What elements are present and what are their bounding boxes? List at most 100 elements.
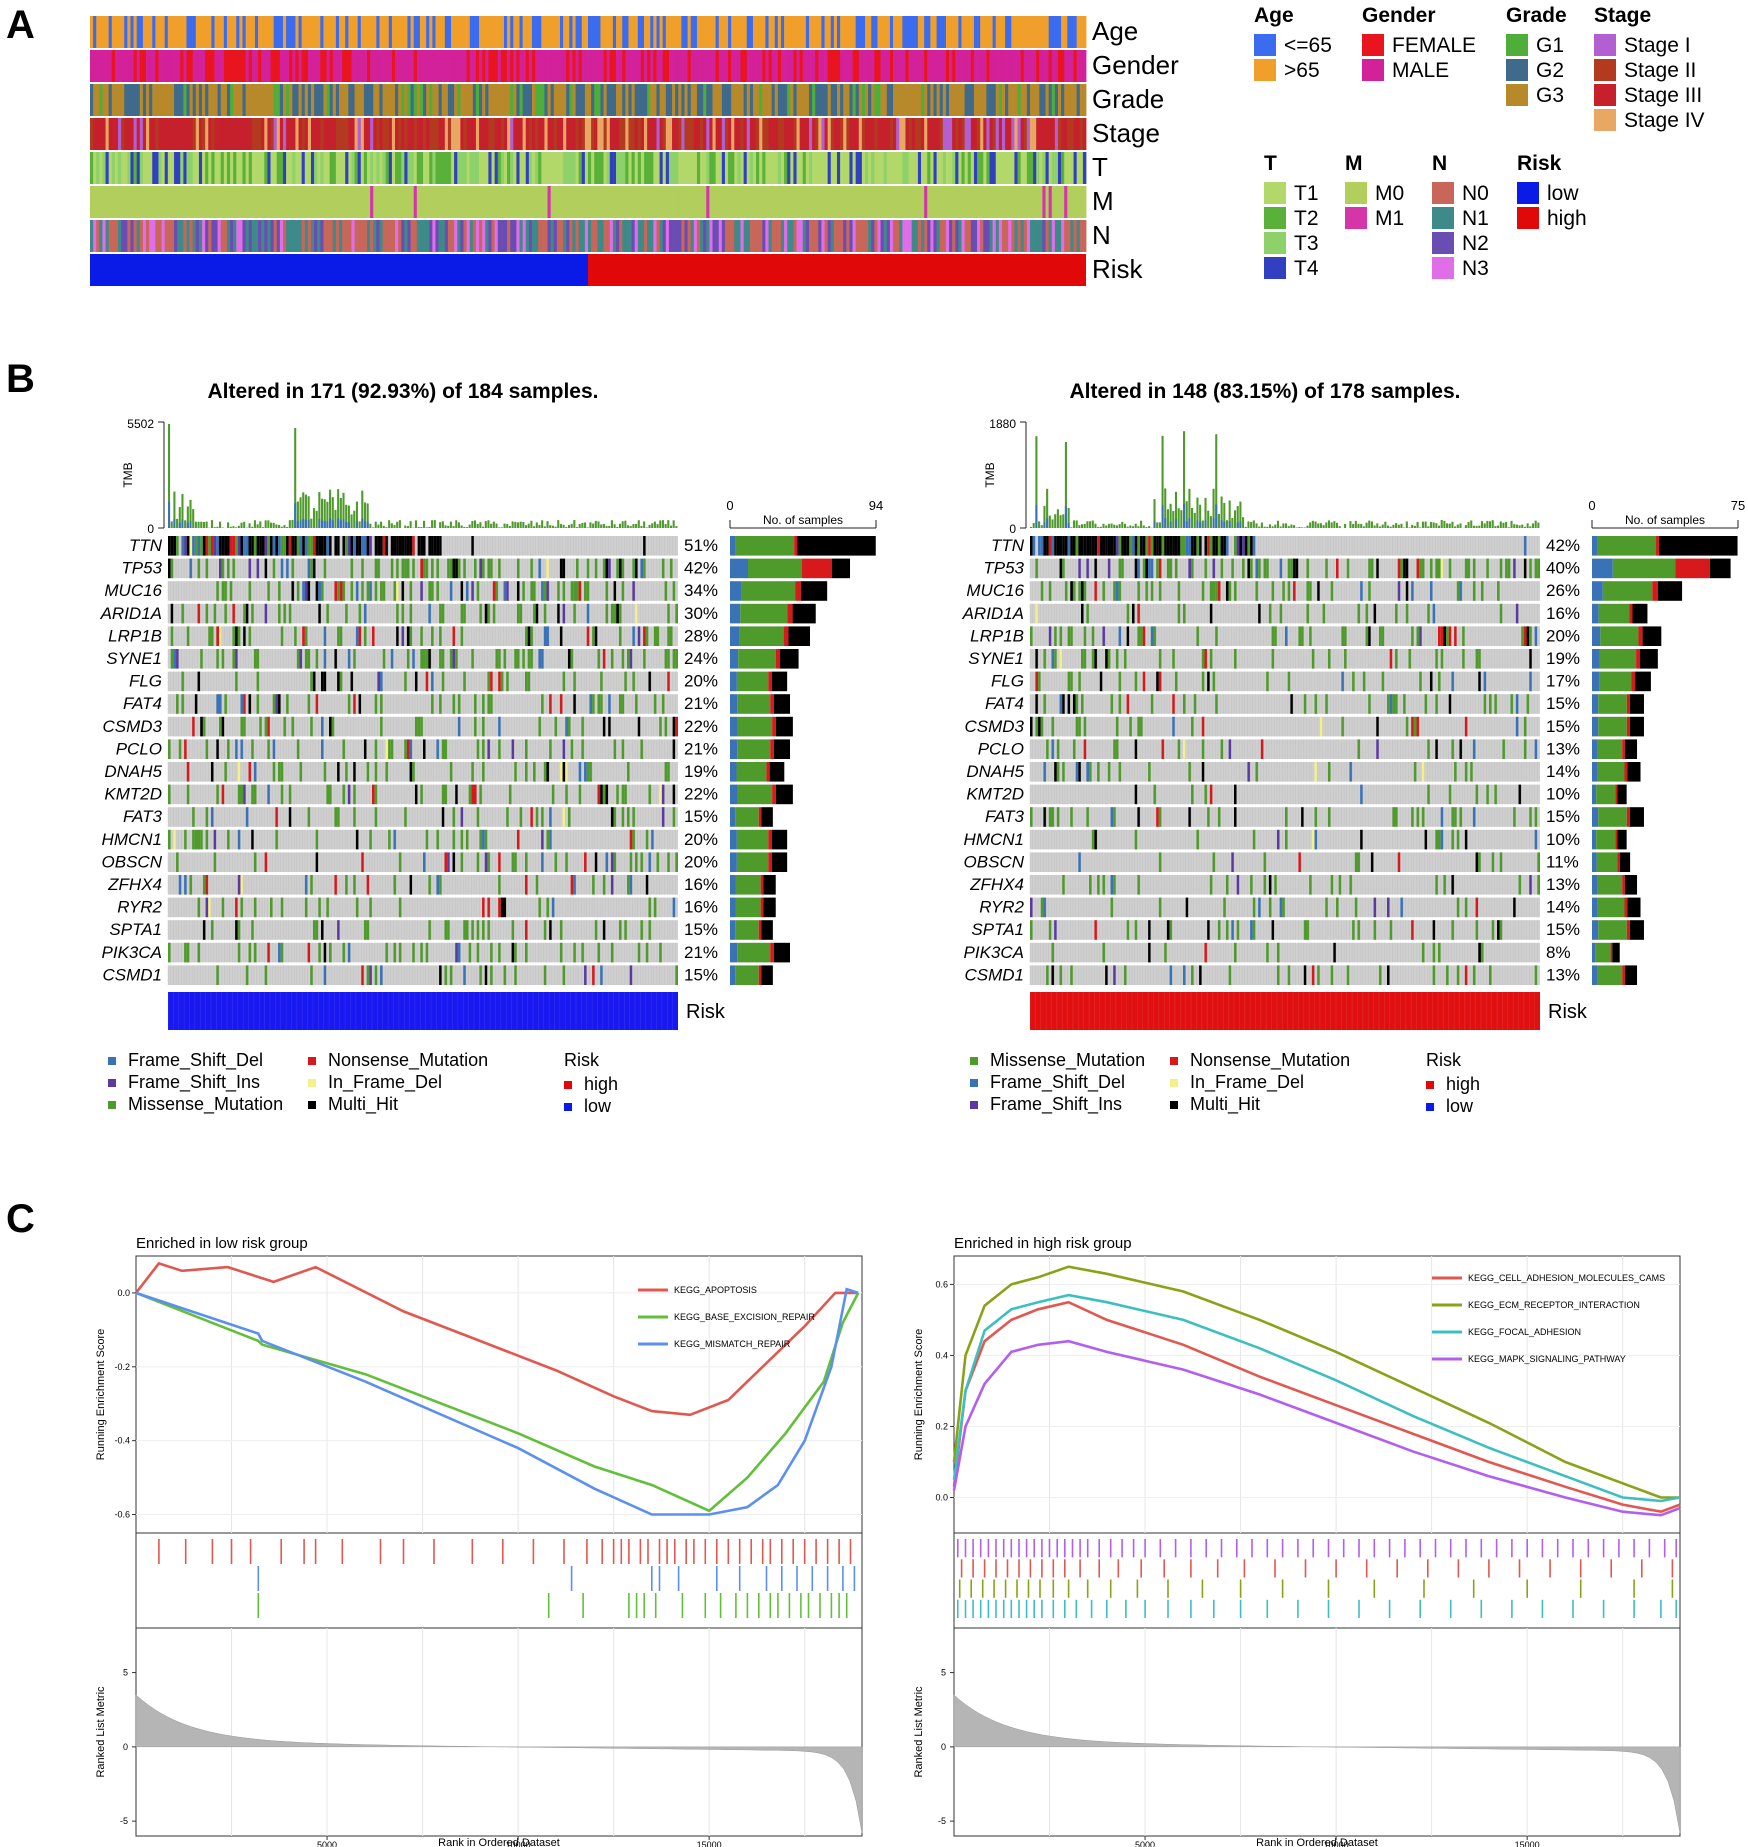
heatmap-cell xyxy=(488,152,492,184)
heatmap-cell xyxy=(924,186,928,218)
heatmap-cell xyxy=(914,84,919,116)
heatmap-cell xyxy=(276,84,281,116)
heatmap-cell xyxy=(485,50,489,82)
heatmap-cell xyxy=(416,118,421,150)
heatmap-cell xyxy=(270,84,275,116)
tmb-bar xyxy=(567,525,571,528)
heatmap-cell xyxy=(189,118,194,150)
heatmap-cell xyxy=(609,152,614,184)
heatmap-cell xyxy=(1020,152,1025,184)
heatmap-cell xyxy=(195,16,200,48)
heatmap-cell xyxy=(189,50,194,82)
heatmap-cell xyxy=(868,16,872,48)
mutation-cell xyxy=(240,716,244,737)
heatmap-cell xyxy=(696,152,701,184)
heatmap-cell xyxy=(690,84,695,116)
mutation-cell xyxy=(374,558,378,579)
heatmap-cell xyxy=(155,220,159,252)
tmb-bar xyxy=(465,527,469,528)
heatmap-cell xyxy=(631,118,636,150)
heatmap-cell xyxy=(936,50,941,82)
heatmap-row-n xyxy=(90,220,1087,252)
mutation-cell xyxy=(355,536,359,556)
mutation-cell xyxy=(664,716,668,737)
heatmap-cell xyxy=(1079,118,1084,150)
heatmap-cell xyxy=(469,16,474,48)
mutation-cell xyxy=(275,536,279,556)
tmb-bar-segment xyxy=(299,520,302,528)
heatmap-cell xyxy=(591,118,595,150)
heatmap-cell xyxy=(837,50,841,82)
heatmap-cell xyxy=(407,50,411,82)
heatmap-cell xyxy=(808,84,813,116)
mutation-cell xyxy=(669,558,673,579)
heatmap-cell xyxy=(541,118,545,150)
heatmap-cell xyxy=(108,84,113,116)
heatmap-cell xyxy=(606,220,611,252)
gene-percent: 19% xyxy=(684,762,718,781)
heatmap-cell xyxy=(743,50,748,82)
heatmap-cell xyxy=(491,186,496,218)
heatmap-cell xyxy=(264,186,268,218)
mutation-cell xyxy=(326,784,330,805)
mutation-cell xyxy=(535,603,539,624)
mutation-cell xyxy=(181,671,185,692)
heatmap-cell xyxy=(1064,84,1068,116)
heatmap-cell xyxy=(454,220,458,252)
heatmap-cell xyxy=(759,118,763,150)
heatmap-cell xyxy=(395,16,399,48)
mutation-cell xyxy=(264,536,268,556)
heatmap-cell xyxy=(1070,152,1074,184)
tmb-bar xyxy=(235,527,238,528)
mutation-cell xyxy=(219,536,222,556)
heatmap-cell xyxy=(1026,186,1031,218)
mutation-cell xyxy=(272,739,276,759)
heatmap-cell xyxy=(491,118,496,150)
heatmap-cell xyxy=(118,16,122,48)
legend-swatch xyxy=(1506,59,1528,81)
risk-high-block xyxy=(588,254,1086,286)
mutation-cell xyxy=(672,581,676,601)
heatmap-cell xyxy=(986,16,990,48)
mutation-cell xyxy=(546,558,550,579)
heatmap-cell xyxy=(472,84,477,116)
tmb-bar xyxy=(288,520,291,528)
mutation-cell xyxy=(264,558,268,579)
mutation-cell xyxy=(559,626,563,646)
heatmap-cell xyxy=(914,50,919,82)
heatmap-cell xyxy=(267,118,271,150)
heatmap-cell xyxy=(861,186,866,218)
mutation-cell xyxy=(353,762,356,782)
heatmap-cell xyxy=(871,50,875,82)
heatmap-cell xyxy=(1033,118,1037,150)
heatmap-cell xyxy=(118,118,122,150)
heatmap-cell xyxy=(416,50,421,82)
mutation-cell xyxy=(431,626,434,646)
heatmap-cell xyxy=(917,152,922,184)
tmb-bar xyxy=(525,525,528,528)
mutation-cell xyxy=(624,784,627,805)
heatmap-cell xyxy=(628,84,632,116)
mutation-cell xyxy=(441,649,445,669)
heatmap-cell xyxy=(1026,152,1031,184)
tmb-bar xyxy=(168,424,171,528)
heatmap-cell xyxy=(460,16,464,48)
tmb-bar xyxy=(656,524,659,528)
heatmap-cell xyxy=(90,16,94,48)
heatmap-cell xyxy=(612,16,617,48)
mutation-cell xyxy=(449,649,453,669)
heatmap-cell xyxy=(656,50,660,82)
heatmap-cell xyxy=(687,16,692,48)
tmb-bar-segment xyxy=(186,522,189,528)
heatmap-cell xyxy=(114,50,119,82)
heatmap-cell xyxy=(118,186,122,218)
heatmap-cell xyxy=(961,118,966,150)
mutation-cell xyxy=(570,739,574,759)
heatmap-cell xyxy=(479,152,483,184)
heatmap-cell xyxy=(130,152,134,184)
mutation-cell xyxy=(374,536,378,556)
heatmap-cell xyxy=(438,50,443,82)
heatmap-cell xyxy=(457,84,461,116)
mutation-cell xyxy=(358,694,362,714)
heatmap-cell xyxy=(1008,220,1012,252)
